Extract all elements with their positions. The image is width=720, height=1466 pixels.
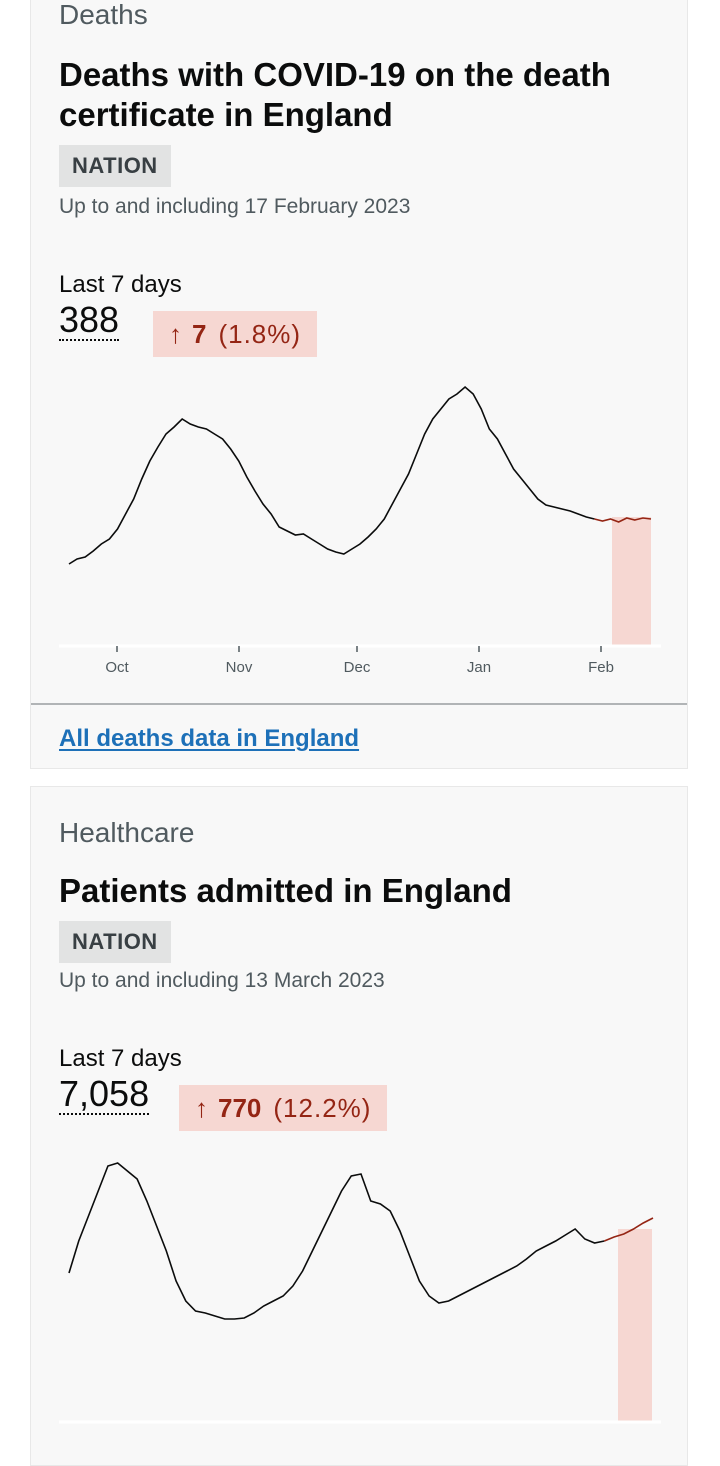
recent-highlight [618,1229,652,1423]
all-deaths-link[interactable]: All deaths data in England [59,725,360,752]
deaths-card: Deaths Deaths with COVID-19 on the death… [30,0,688,769]
chart-line-recent [604,1217,654,1242]
chart-line [68,385,595,565]
x-tick-label: Jan [467,659,491,676]
card-category: Deaths [59,0,148,30]
period-label: Last 7 days [59,271,182,298]
headline-value[interactable]: 7,058 [59,1073,150,1115]
healthcare-card: Healthcare Patients admitted in England … [30,786,688,1466]
deaths-line-chart: Oct Nov Dec Jan Feb [59,385,661,676]
change-badge: ↑ 7 (1.8%) [153,311,318,357]
x-tick-label: Dec [344,659,371,676]
x-tick-label: Feb [588,659,614,676]
chart-line-recent [594,517,652,523]
change-badge: ↑ 770 (12.2%) [179,1085,388,1131]
admissions-line-chart [59,1162,661,1424]
card-title: Patients admitted in England [59,872,512,909]
change-percent: (12.2%) [273,1092,372,1123]
nation-tag: NATION [59,145,171,187]
recent-highlight [612,517,651,645]
change-value: 770 [218,1092,262,1123]
card-divider [31,703,687,705]
arrow-up-icon: ↑ [169,318,182,349]
headline-value[interactable]: 388 [59,299,120,341]
card-date: Up to and including 13 March 2023 [59,969,385,992]
nation-tag: NATION [59,921,171,963]
x-tick-label: Nov [226,659,253,676]
card-date: Up to and including 17 February 2023 [59,195,411,218]
card-title: Deaths with COVID-19 on the death certif… [59,56,611,133]
arrow-up-icon: ↑ [195,1092,208,1123]
chart-line [68,1162,605,1320]
change-value: 7 [192,318,207,349]
change-percent: (1.8%) [218,318,302,349]
period-label: Last 7 days [59,1045,182,1072]
x-tick-label: Oct [105,659,129,676]
card-category: Healthcare [59,817,195,848]
